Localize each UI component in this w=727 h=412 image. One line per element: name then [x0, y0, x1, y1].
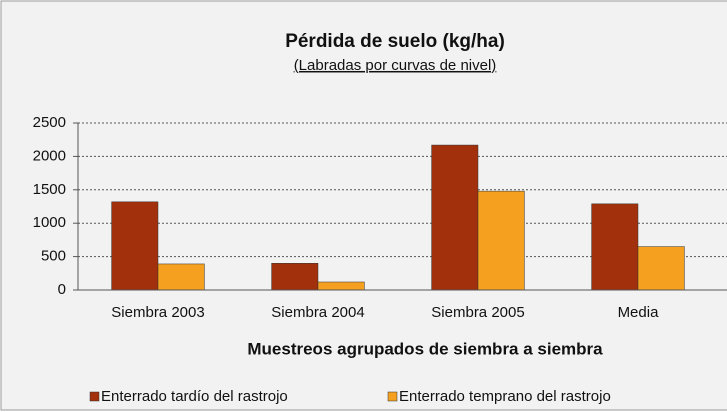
x-tick-label: Siembra 2005	[431, 304, 524, 321]
x-tick-label: Media	[618, 304, 660, 321]
x-tick-label: Siembra 2004	[271, 304, 364, 321]
bar	[637, 246, 685, 291]
y-tick-label: 2000	[33, 147, 66, 164]
bar	[431, 144, 479, 291]
bar	[477, 190, 525, 291]
bar	[271, 263, 319, 291]
y-tick-label: 1500	[33, 181, 66, 198]
legend-swatch	[387, 391, 398, 402]
bar	[317, 281, 365, 291]
legend-label: Enterrado temprano del rastrojo	[399, 388, 611, 405]
bar	[111, 201, 159, 291]
chart-title: Pérdida de suelo (kg/ha)	[285, 31, 505, 52]
y-tick-label: 500	[41, 248, 66, 265]
legend-swatch	[89, 391, 100, 402]
y-tick-label: 2500	[33, 114, 66, 131]
bar	[157, 263, 205, 291]
x-tick-label: Siembra 2003	[111, 304, 204, 321]
x-axis-title: Muestreos agrupados de siembra a siembra	[247, 339, 603, 358]
y-tick-label: 1000	[33, 214, 66, 231]
bar	[591, 203, 639, 291]
chart-subtitle: (Labradas por curvas de nivel)	[294, 57, 497, 74]
y-tick-label: 0	[58, 281, 66, 298]
legend-label: Enterrado tardío del rastrojo	[101, 388, 288, 405]
